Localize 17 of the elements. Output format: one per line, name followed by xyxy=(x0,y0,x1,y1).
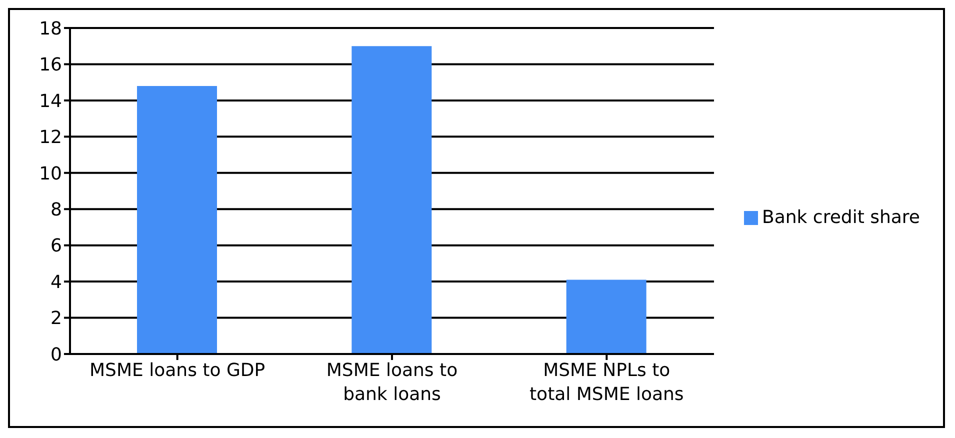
x-tick-label: MSME NPLs to total MSME loans xyxy=(530,360,684,405)
y-tick-label: 2 xyxy=(50,308,62,330)
bar xyxy=(566,280,646,354)
y-tick-label: 8 xyxy=(50,200,62,220)
x-tick-label: MSME loans to GDP xyxy=(90,360,266,381)
y-tick-label: 0 xyxy=(50,344,62,366)
y-tick-label: 6 xyxy=(50,236,62,257)
y-tick-label: 16 xyxy=(39,54,62,76)
y-tick-label: 4 xyxy=(50,272,62,293)
y-tick-label: 10 xyxy=(39,163,62,184)
bar xyxy=(352,46,432,354)
y-tick-label: 12 xyxy=(39,127,62,148)
y-tick-label: 14 xyxy=(39,90,62,112)
legend-label: Bank credit share xyxy=(762,206,920,228)
x-tick-label: MSME loans to bank loans xyxy=(326,360,458,405)
bar xyxy=(137,86,217,354)
y-tick-label: 18 xyxy=(39,18,62,40)
